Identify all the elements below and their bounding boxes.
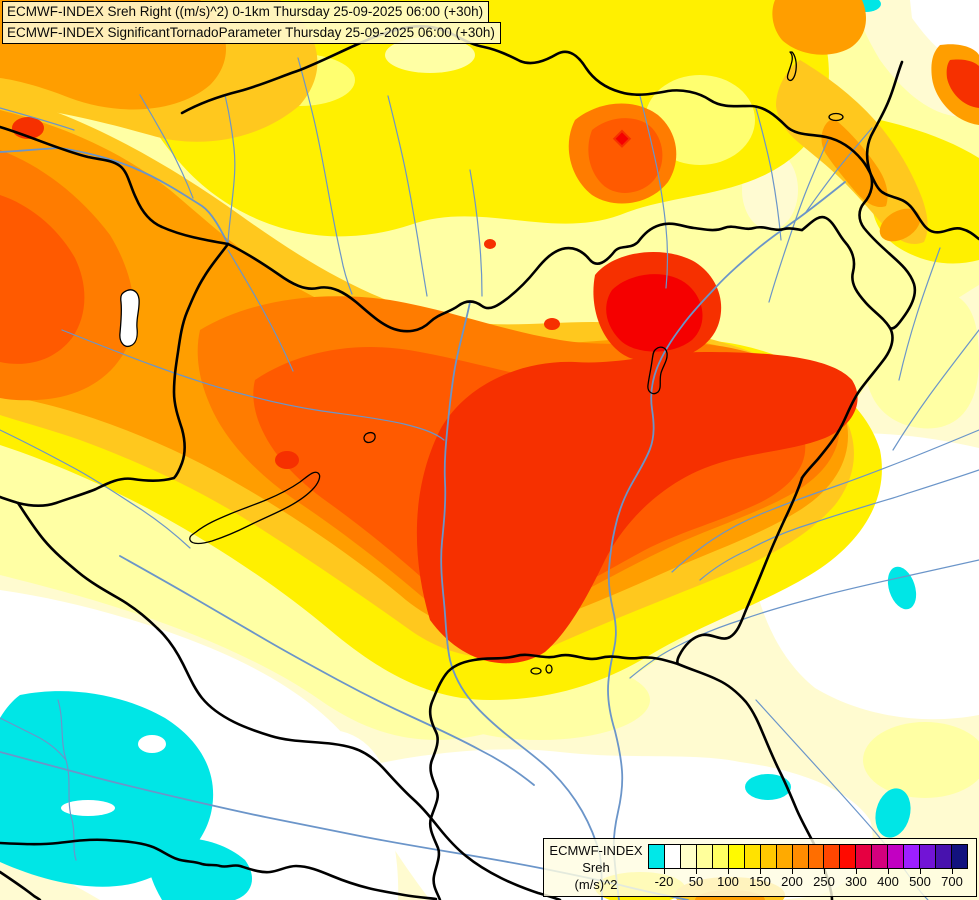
colorbar-tick-250 bbox=[824, 869, 825, 874]
small-lake-ne-2 bbox=[828, 112, 844, 122]
colorbar-label-250: 250 bbox=[813, 874, 835, 889]
colorbar-cell-8 bbox=[775, 844, 793, 869]
map-title-line2: ECMWF-INDEX SignificantTornadoParameter … bbox=[2, 22, 501, 44]
legend-colorbar-labels: -20 50 100 150 200 250 300 400 500 700 bbox=[648, 874, 968, 892]
colorbar-cell-2 bbox=[679, 844, 697, 869]
colorbar-cell-5 bbox=[727, 844, 745, 869]
legend-title: ECMWF-INDEX bbox=[549, 843, 643, 858]
colorbar-tick-150 bbox=[760, 869, 761, 874]
legend-colorbar bbox=[648, 844, 969, 869]
colorbar-label-100: 100 bbox=[717, 874, 739, 889]
colorbar-cell-0 bbox=[648, 844, 665, 869]
lake-tisza bbox=[647, 346, 668, 395]
colorbar-label-200: 200 bbox=[781, 874, 803, 889]
colorbar-label-700: 700 bbox=[941, 874, 963, 889]
colorbar-tick--20 bbox=[664, 869, 665, 874]
colorbar-cell-18 bbox=[935, 844, 953, 869]
lake-balaton bbox=[189, 471, 321, 545]
legend-units: (m/s)^2 bbox=[574, 877, 618, 892]
colorbar-cell-11 bbox=[823, 844, 841, 869]
colorbar-cell-17 bbox=[919, 844, 937, 869]
map-title-line1: ECMWF-INDEX Sreh Right ((m/s)^2) 0-1km T… bbox=[2, 1, 490, 23]
colorbar-tick-100 bbox=[728, 869, 729, 874]
colorbar-cell-6 bbox=[743, 844, 761, 869]
colorbar-tick-50 bbox=[696, 869, 697, 874]
colorbar-cell-16 bbox=[903, 844, 921, 869]
colorbar-cell-4 bbox=[711, 844, 729, 869]
colorbar-label-300: 300 bbox=[845, 874, 867, 889]
colorbar-cell-14 bbox=[871, 844, 889, 869]
lake-velence bbox=[363, 431, 376, 444]
lake-ferto bbox=[119, 289, 140, 348]
colorbar-tick-400 bbox=[888, 869, 889, 874]
legend-box: ECMWF-INDEX Sreh (m/s)^2 -20 50 100 150 200 2… bbox=[543, 838, 977, 897]
colorbar-cell-3 bbox=[695, 844, 713, 869]
colorbar-cell-9 bbox=[791, 844, 809, 869]
colorbar-cell-19 bbox=[951, 844, 969, 869]
colorbar-cell-7 bbox=[759, 844, 777, 869]
river-layer bbox=[0, 57, 979, 900]
small-lake-ne-1 bbox=[786, 51, 797, 82]
colorbar-cell-15 bbox=[887, 844, 905, 869]
legend-colorbar-ticks bbox=[648, 869, 968, 874]
lake-layer bbox=[119, 51, 844, 675]
colorbar-cell-1 bbox=[663, 844, 681, 869]
colorbar-label-50: 50 bbox=[688, 874, 704, 889]
legend-parameter: Sreh bbox=[582, 860, 610, 875]
colorbar-cell-12 bbox=[839, 844, 857, 869]
colorbar-tick-700 bbox=[952, 869, 953, 874]
colorbar-label-500: 500 bbox=[909, 874, 931, 889]
colorbar-tick-300 bbox=[856, 869, 857, 874]
small-lake-s-1 bbox=[530, 667, 542, 675]
colorbar-label-400: 400 bbox=[877, 874, 899, 889]
colorbar-label--20: -20 bbox=[654, 874, 674, 889]
legend-text-block: ECMWF-INDEX Sreh (m/s)^2 bbox=[544, 842, 648, 893]
colorbar-cell-13 bbox=[855, 844, 873, 869]
colorbar-cell-10 bbox=[807, 844, 825, 869]
small-lake-s-2 bbox=[545, 664, 553, 674]
colorbar-label-150: 150 bbox=[749, 874, 771, 889]
colorbar-tick-200 bbox=[792, 869, 793, 874]
colorbar-tick-500 bbox=[920, 869, 921, 874]
